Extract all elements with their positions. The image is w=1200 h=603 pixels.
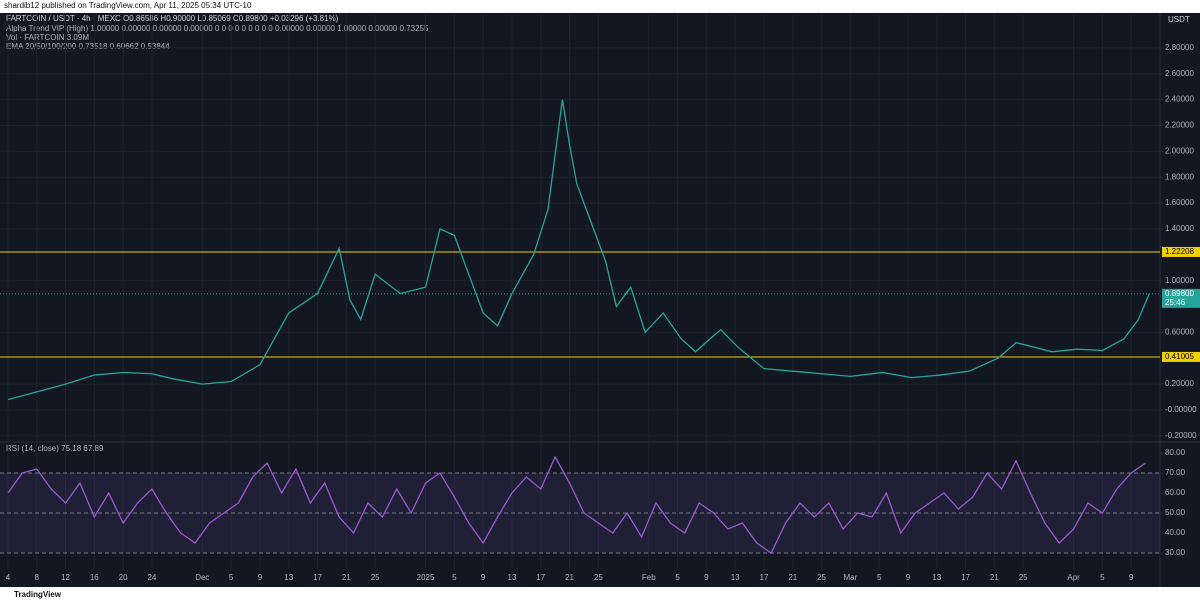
x-tick-label: 16 bbox=[90, 573, 99, 582]
y-tick-label: 50.00 bbox=[1165, 508, 1186, 517]
x-tick-label: 9 bbox=[481, 573, 486, 582]
y-tick-label: 2.00000 bbox=[1165, 146, 1194, 155]
x-tick-label: 25 bbox=[371, 573, 380, 582]
x-tick-label: 5 bbox=[452, 573, 457, 582]
x-tick-label: 9 bbox=[704, 573, 709, 582]
level-label: 1.22208 bbox=[1165, 247, 1194, 256]
y-tick-label: -0.00000 bbox=[1165, 405, 1197, 414]
symbol-title: FARTCOIN / USDT · 4h · MEXC O0.86586 H0.… bbox=[6, 14, 339, 23]
indicator-line: EMA 20/50/100/200 0.73518 0.60662 0.5384… bbox=[6, 42, 170, 51]
x-tick-label: 8 bbox=[34, 573, 39, 582]
x-tick-label: 17 bbox=[313, 573, 322, 582]
x-tick-label: 21 bbox=[788, 573, 797, 582]
x-tick-label: 4 bbox=[6, 573, 11, 582]
level-tag bbox=[1162, 351, 1200, 362]
y-tick-label: 2.60000 bbox=[1165, 69, 1194, 78]
y-tick-label: 80.00 bbox=[1165, 448, 1186, 457]
currency-label: USDT bbox=[1168, 15, 1190, 24]
x-tick-label: 5 bbox=[675, 573, 680, 582]
footer-logo: TradingView bbox=[14, 590, 62, 599]
x-tick-label: 5 bbox=[1100, 573, 1105, 582]
x-tick-label: 12 bbox=[61, 573, 70, 582]
y-tick-label: 2.40000 bbox=[1165, 95, 1194, 104]
indicator-line: Alpha Trend VIP (High) 1.00000 0.00000 0… bbox=[6, 24, 429, 33]
y-tick-label: 1.80000 bbox=[1165, 172, 1194, 181]
y-tick-label: 30.00 bbox=[1165, 548, 1186, 557]
level-label: 0.41005 bbox=[1165, 352, 1194, 361]
x-tick-label: 9 bbox=[258, 573, 263, 582]
y-tick-label: 0.60000 bbox=[1165, 327, 1194, 336]
y-tick-label: 1.60000 bbox=[1165, 198, 1194, 207]
y-tick-label: -0.20000 bbox=[1165, 431, 1197, 440]
level-tag bbox=[1162, 246, 1200, 257]
rsi-title: RSI (14, close) 75.18 67.89 bbox=[6, 444, 104, 453]
x-tick-label: 25 bbox=[1019, 573, 1028, 582]
chart-background bbox=[0, 13, 1200, 587]
x-tick-label: 21 bbox=[342, 573, 351, 582]
x-tick-label: 17 bbox=[536, 573, 545, 582]
y-tick-label: 1.00000 bbox=[1165, 276, 1194, 285]
x-tick-label: 20 bbox=[119, 573, 128, 582]
y-tick-label: 60.00 bbox=[1165, 488, 1186, 497]
x-tick-label: 9 bbox=[1129, 573, 1134, 582]
x-tick-label: 13 bbox=[284, 573, 293, 582]
y-tick-label: 1.40000 bbox=[1165, 224, 1194, 233]
current-price-label: 0.89800 bbox=[1165, 289, 1194, 298]
x-tick-label: Dec bbox=[195, 573, 209, 582]
y-tick-label: 2.80000 bbox=[1165, 43, 1194, 52]
x-tick-label: Mar bbox=[843, 573, 857, 582]
current-price-tag bbox=[1162, 288, 1200, 308]
y-tick-label: 0.20000 bbox=[1165, 379, 1194, 388]
x-tick-label: 13 bbox=[731, 573, 740, 582]
x-tick-label: Apr bbox=[1067, 573, 1080, 582]
series-line bbox=[7, 99, 1150, 401]
x-tick-label: 5 bbox=[877, 573, 882, 582]
x-tick-label: 24 bbox=[147, 573, 156, 582]
indicator-line: Vol · FARTCOIN 3.09M bbox=[6, 33, 89, 42]
x-tick-label: 25 bbox=[594, 573, 603, 582]
x-tick-label: 21 bbox=[990, 573, 999, 582]
y-tick-label: 2.20000 bbox=[1165, 121, 1194, 130]
x-tick-label: 5 bbox=[229, 573, 234, 582]
x-tick-label: 21 bbox=[565, 573, 574, 582]
x-tick-label: 25 bbox=[817, 573, 826, 582]
x-tick-label: 17 bbox=[961, 573, 970, 582]
x-tick-label: 9 bbox=[906, 573, 911, 582]
countdown-label: 25:46 bbox=[1165, 298, 1186, 307]
x-tick-label: Feb bbox=[642, 573, 656, 582]
x-tick-label: 2025 bbox=[417, 573, 435, 582]
x-tick-label: 13 bbox=[932, 573, 941, 582]
x-tick-label: 13 bbox=[508, 573, 517, 582]
rsi-band bbox=[0, 473, 1160, 553]
series-line bbox=[7, 455, 1146, 554]
y-tick-label: 70.00 bbox=[1165, 468, 1186, 477]
x-tick-label: 17 bbox=[760, 573, 769, 582]
y-tick-label: 40.00 bbox=[1165, 528, 1186, 537]
publish-header: shardib12 published on TradingView.com, … bbox=[4, 1, 252, 10]
